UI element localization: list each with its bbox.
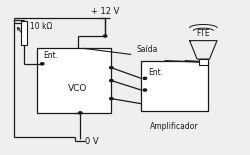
- Circle shape: [143, 89, 147, 91]
- Circle shape: [110, 67, 113, 69]
- Text: 0 V: 0 V: [85, 137, 99, 146]
- Text: + 12 V: + 12 V: [91, 7, 119, 16]
- Circle shape: [78, 112, 82, 114]
- Text: 10 kΩ: 10 kΩ: [30, 22, 52, 31]
- Circle shape: [103, 35, 107, 37]
- Text: Amplificador: Amplificador: [150, 122, 199, 131]
- Text: VCO: VCO: [68, 84, 87, 93]
- Circle shape: [110, 80, 113, 82]
- Circle shape: [110, 97, 113, 100]
- Text: FTE: FTE: [196, 29, 210, 38]
- Circle shape: [143, 77, 147, 79]
- Bar: [37, 48, 111, 113]
- Text: Ent.: Ent.: [148, 68, 163, 77]
- Circle shape: [40, 63, 44, 65]
- Bar: [141, 61, 208, 111]
- Bar: [199, 59, 208, 65]
- Bar: [21, 21, 28, 45]
- Text: Ent.: Ent.: [43, 51, 58, 60]
- Text: Saída: Saída: [136, 45, 158, 54]
